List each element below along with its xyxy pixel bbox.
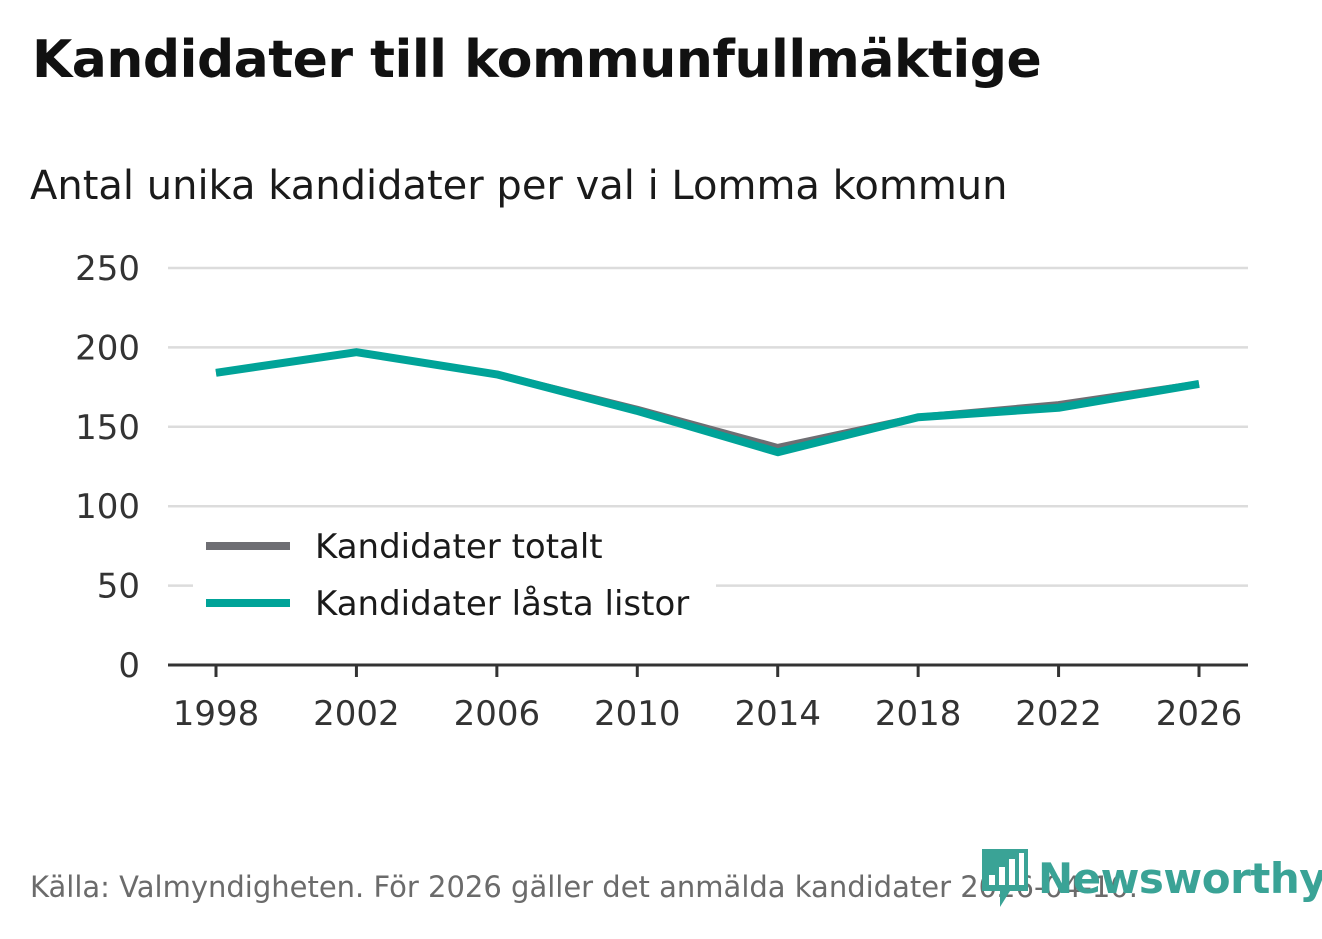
newsworthy-logo-text: Newsworthy [1038,853,1322,903]
x-tick-label: 2014 [734,694,821,734]
chart-title: Kandidater till kommunfullmäktige [32,30,1042,90]
x-tick-label: 2022 [1015,694,1102,734]
legend-label: Kandidater låsta listor [315,584,689,624]
x-axis-tick-labels: 1998 2002 2006 2010 2014 2018 2022 2026 [173,694,1243,734]
newsworthy-logo-icon [982,849,1028,907]
x-tick-label: 2026 [1156,694,1243,734]
legend-background [193,518,716,630]
chart-subtitle: Antal unika kandidater per val i Lomma k… [30,163,1008,209]
x-tick-label: 1998 [173,694,260,734]
y-tick-label: 200 [75,328,140,368]
x-tick-label: 2002 [313,694,400,734]
source-note: Källa: Valmyndigheten. För 2026 gäller d… [30,870,1138,904]
series-line-kandidater-lasta-listor[interactable] [215,348,1200,457]
legend-label: Kandidater totalt [315,527,603,567]
x-tick-label: 2018 [875,694,962,734]
y-axis-tick-labels: 0 50 100 150 200 250 [75,249,140,686]
x-tick-label: 2010 [594,694,681,734]
y-tick-label: 0 [118,646,140,686]
y-tick-label: 100 [75,487,140,527]
x-axis [168,663,1248,677]
y-tick-label: 250 [75,249,140,289]
y-tick-label: 150 [75,408,140,448]
newsworthy-logo[interactable]: Newsworthy [980,848,1322,908]
y-tick-label: 50 [97,567,140,607]
series-lines [215,348,1200,457]
x-tick-label: 2006 [454,694,541,734]
legend[interactable]: Kandidater totalt Kandidater låsta listor [193,518,716,630]
